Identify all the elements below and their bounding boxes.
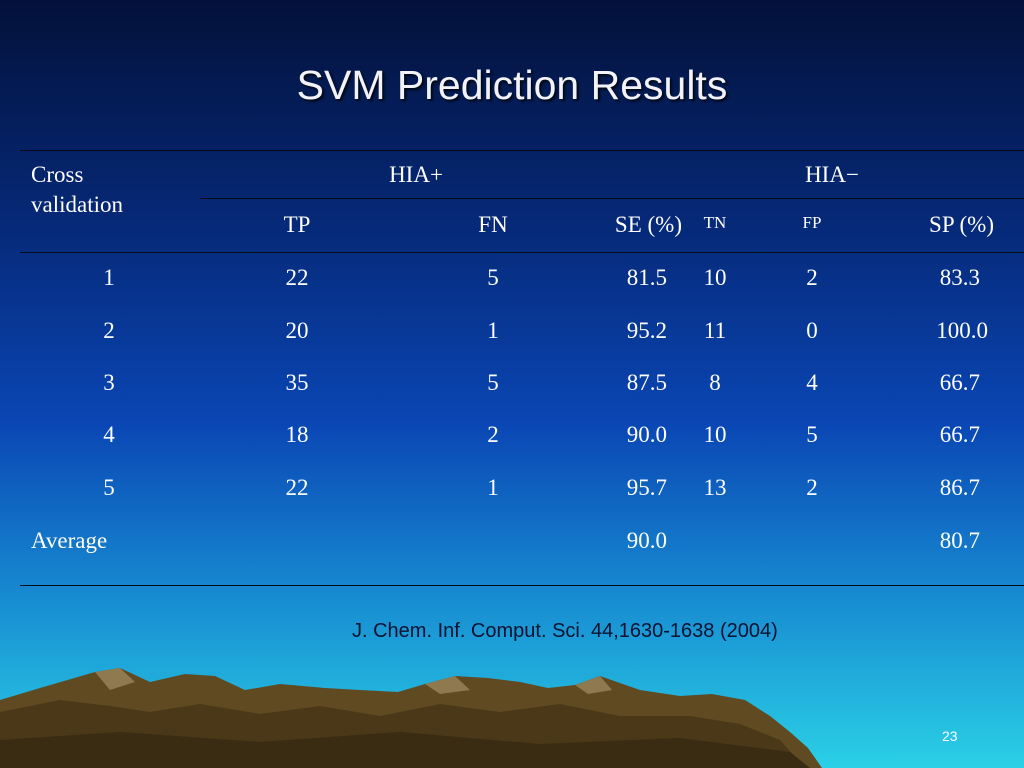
fn-value: 5: [487, 370, 499, 395]
column-header-fp: FP: [802, 213, 822, 232]
group-header-hia-positive: HIA+: [389, 162, 443, 187]
tp-value: 22: [285, 265, 309, 290]
column-header-se: SE (%): [614, 212, 682, 237]
se-value: 95.7: [626, 475, 667, 500]
fn-value: 1: [487, 318, 499, 343]
sp-value: 100.0: [936, 318, 988, 343]
fold-label: 1: [103, 265, 115, 290]
column-header-sp: SP (%): [929, 212, 994, 237]
column-header-fn: FN: [478, 212, 508, 237]
average-label: Average: [31, 528, 108, 553]
fp-value: 5: [806, 422, 818, 447]
column-header-tp: TP: [283, 212, 311, 237]
sp-value: 86.7: [939, 475, 980, 500]
fn-value: 5: [487, 265, 499, 290]
se-value: 87.5: [626, 370, 667, 395]
group-header-hia-negative: HIA−: [805, 162, 859, 187]
tp-value: 20: [285, 318, 309, 343]
tn-value: 13: [703, 475, 727, 500]
fn-value: 1: [487, 475, 499, 500]
header-divider: [200, 198, 1024, 199]
se-value: 90.0: [626, 422, 667, 447]
sp-value: 66.7: [939, 370, 980, 395]
tn-value: 10: [703, 422, 727, 447]
fp-value: 2: [806, 475, 818, 500]
fp-value: 4: [806, 370, 818, 395]
tn-value: 11: [703, 318, 727, 343]
se-average-value: 90.0: [626, 528, 667, 553]
se-value: 95.2: [626, 318, 667, 343]
header-bottom-border: [20, 252, 1024, 253]
sp-value: 83.3: [939, 265, 980, 290]
page-number: 23: [942, 728, 958, 744]
fp-value: 0: [806, 318, 818, 343]
column-header-tn: TN: [703, 213, 727, 232]
row-header-label-line2: validation: [31, 192, 123, 217]
fp-value: 2: [806, 265, 818, 290]
fn-value: 2: [487, 422, 499, 447]
fold-label: 3: [103, 370, 115, 395]
table-bottom-border: [20, 585, 1024, 586]
slide-title: SVM Prediction Results: [296, 62, 728, 108]
fold-label: 5: [103, 475, 115, 500]
tn-value: 10: [703, 265, 727, 290]
se-value: 81.5: [626, 265, 667, 290]
tp-value: 22: [285, 475, 309, 500]
fold-label: 4: [103, 422, 115, 447]
tn-value: 8: [709, 370, 721, 395]
sp-value: 66.7: [939, 422, 980, 447]
citation: J. Chem. Inf. Comput. Sci. 44,1630-1638 …: [352, 620, 778, 642]
table-top-border: [20, 150, 1024, 151]
sp-average-value: 80.7: [939, 528, 980, 553]
tp-value: 18: [285, 422, 309, 447]
tp-value: 35: [285, 370, 309, 395]
fold-label: 2: [103, 318, 115, 343]
row-header-label-line1: Cross: [31, 162, 84, 187]
